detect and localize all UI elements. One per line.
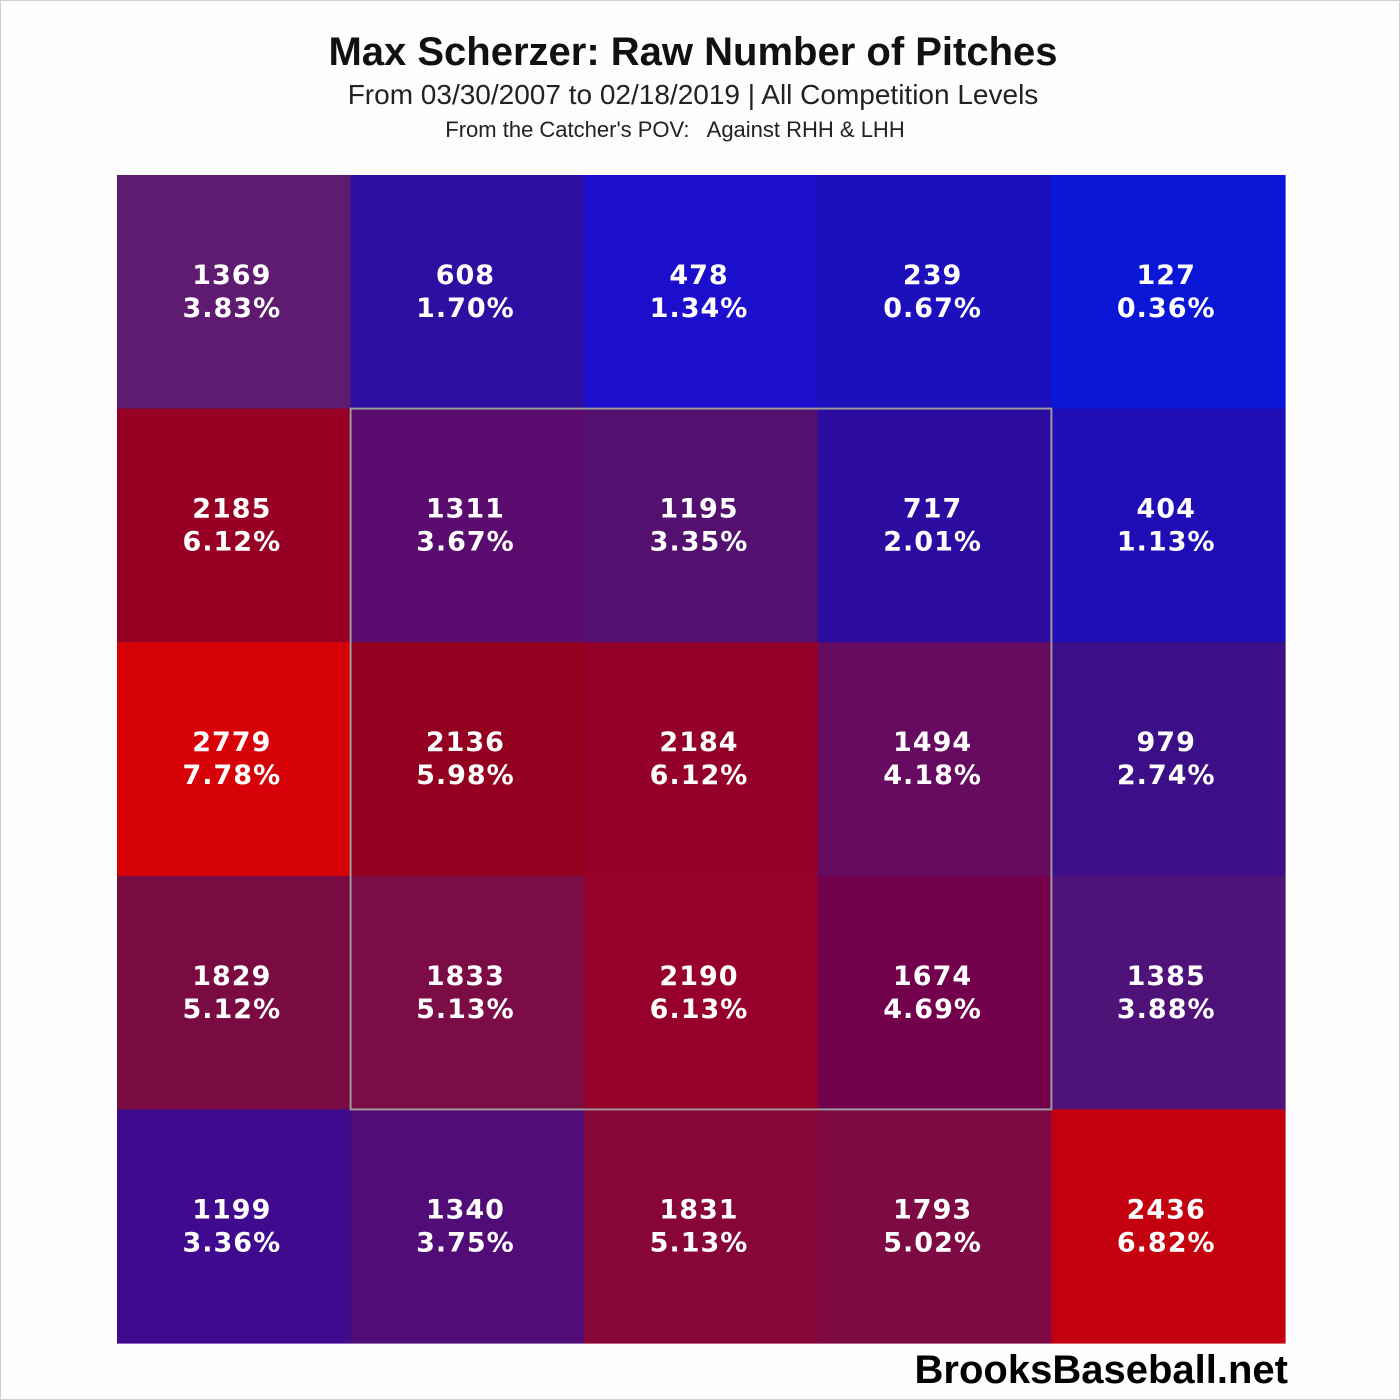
heatmap-cell-r2-c4 xyxy=(1051,642,1286,877)
heatmap-cell-r3-c3 xyxy=(817,875,1052,1110)
cell-percent-r1-c4: 1.13% xyxy=(1117,527,1216,558)
cell-count-r3-c4: 1385 xyxy=(1127,961,1206,992)
heatmap-cell-r4-c2 xyxy=(584,1109,819,1344)
cell-count-r2-c2: 2184 xyxy=(659,727,738,758)
chart-title: Max Scherzer: Raw Number of Pitches xyxy=(328,30,1058,74)
heatmap-cell-r1-c1 xyxy=(350,408,585,643)
heatmap-cell-r4-c4 xyxy=(1051,1109,1286,1344)
heatmap-cell-r4-c1 xyxy=(350,1109,585,1344)
cell-percent-r4-c3: 5.02% xyxy=(883,1227,982,1258)
heatmap-cell-r3-c1 xyxy=(350,875,585,1110)
cell-count-r0-c3: 239 xyxy=(903,260,962,291)
cell-percent-r0-c1: 1.70% xyxy=(416,293,515,324)
cell-percent-r0-c4: 0.36% xyxy=(1117,293,1216,324)
cell-percent-r2-c1: 5.98% xyxy=(416,760,515,791)
cell-count-r1-c1: 1311 xyxy=(426,494,505,525)
cell-percent-r2-c2: 6.12% xyxy=(650,760,749,791)
heatmap-cell-r3-c4 xyxy=(1051,875,1286,1110)
heatmap-cell-r3-c0 xyxy=(117,875,352,1110)
cell-count-r0-c0: 1369 xyxy=(192,260,271,291)
cell-percent-r4-c4: 6.82% xyxy=(1117,1227,1216,1258)
cell-count-r4-c2: 1831 xyxy=(659,1194,738,1225)
cell-count-r3-c1: 1833 xyxy=(426,961,505,992)
heatmap-cell-r1-c4 xyxy=(1051,408,1286,643)
cell-percent-r3-c2: 6.13% xyxy=(650,994,749,1025)
cell-percent-r2-c3: 4.18% xyxy=(883,760,982,791)
cell-count-r0-c4: 127 xyxy=(1137,260,1196,291)
cell-count-r0-c1: 608 xyxy=(436,260,495,291)
cell-count-r4-c0: 1199 xyxy=(192,1194,271,1225)
cell-percent-r3-c3: 4.69% xyxy=(883,994,982,1025)
cell-count-r3-c2: 2190 xyxy=(659,961,738,992)
cell-count-r4-c4: 2436 xyxy=(1127,1194,1206,1225)
heatmap-cell-r4-c0 xyxy=(117,1109,352,1344)
cell-count-r1-c4: 404 xyxy=(1137,494,1196,525)
cell-percent-r3-c4: 3.88% xyxy=(1117,994,1216,1025)
heatmap-cell-r0-c3 xyxy=(817,175,1052,410)
heatmap-cell-r0-c0 xyxy=(117,175,352,410)
heatmap-cell-r1-c2 xyxy=(584,408,819,643)
cell-count-r1-c3: 717 xyxy=(903,494,962,525)
cell-count-r2-c3: 1494 xyxy=(893,727,972,758)
cell-percent-r1-c3: 2.01% xyxy=(883,527,982,558)
cell-count-r3-c3: 1674 xyxy=(893,961,972,992)
heatmap-cell-r0-c1 xyxy=(350,175,585,410)
cell-percent-r2-c0: 7.78% xyxy=(182,760,281,791)
cell-count-r1-c2: 1195 xyxy=(659,494,738,525)
cell-percent-r1-c0: 6.12% xyxy=(182,527,281,558)
cell-percent-r0-c0: 3.83% xyxy=(182,293,281,324)
heatmap-cell-r0-c4 xyxy=(1051,175,1286,410)
cell-count-r4-c3: 1793 xyxy=(893,1194,972,1225)
cell-percent-r4-c1: 3.75% xyxy=(416,1227,515,1258)
cell-percent-r4-c2: 5.13% xyxy=(650,1227,749,1258)
cell-count-r2-c4: 979 xyxy=(1137,727,1196,758)
cell-count-r1-c0: 2185 xyxy=(192,494,271,525)
cell-percent-r0-c2: 1.34% xyxy=(650,293,749,324)
heatmap-cell-r2-c1 xyxy=(350,642,585,877)
cell-count-r2-c1: 2136 xyxy=(426,727,505,758)
heatmap-cell-r3-c2 xyxy=(584,875,819,1110)
heatmap-cell-r1-c0 xyxy=(117,408,352,643)
cell-percent-r3-c0: 5.12% xyxy=(182,994,281,1025)
cell-percent-r1-c2: 3.35% xyxy=(650,527,749,558)
heatmap-cell-r2-c3 xyxy=(817,642,1052,877)
cell-percent-r3-c1: 5.13% xyxy=(416,994,515,1025)
cell-count-r3-c0: 1829 xyxy=(192,961,271,992)
chart-note: From the Catcher's POV: Against RHH & LH… xyxy=(445,117,905,142)
heatmap-cell-r4-c3 xyxy=(817,1109,1052,1344)
cell-count-r2-c0: 2779 xyxy=(192,727,271,758)
cell-percent-r0-c3: 0.67% xyxy=(883,293,982,324)
heatmap-cell-r2-c2 xyxy=(584,642,819,877)
cell-count-r4-c1: 1340 xyxy=(426,1194,505,1225)
cell-percent-r2-c4: 2.74% xyxy=(1117,760,1216,791)
cell-percent-r1-c1: 3.67% xyxy=(416,527,515,558)
cell-percent-r4-c0: 3.36% xyxy=(182,1227,281,1258)
cell-count-r0-c2: 478 xyxy=(669,260,728,291)
heatmap-cell-r2-c0 xyxy=(117,642,352,877)
chart-subtitle: From 03/30/2007 to 02/18/2019 | All Comp… xyxy=(347,79,1039,110)
strike-zone-outline xyxy=(349,407,1053,1111)
heatmap-cell-r1-c3 xyxy=(817,408,1052,643)
heatmap-cell-r0-c2 xyxy=(584,175,819,410)
watermark-text: BrooksBaseball.net xyxy=(914,1348,1288,1392)
